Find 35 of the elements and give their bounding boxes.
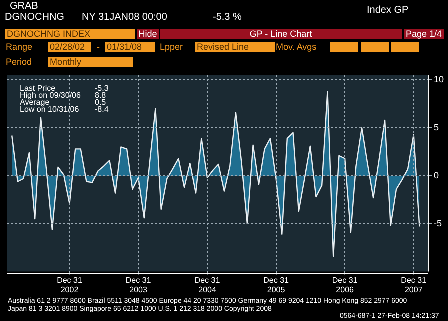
annotation: 0.5 xyxy=(95,98,106,107)
x-tick-label: Dec 31 2002 xyxy=(57,276,83,294)
text: NY 31JAN08 00:00 xyxy=(82,12,168,23)
annotation: Last Price xyxy=(20,84,56,93)
y-tick-label: -5 xyxy=(434,218,442,228)
text: GRAB xyxy=(10,1,38,12)
x-tick-label: Dec 31 2003 xyxy=(126,276,152,294)
x-tick-label: Dec 31 2005 xyxy=(264,276,290,294)
y-tick-label: 5 xyxy=(434,122,440,133)
text: Mov. Avgs xyxy=(276,42,317,53)
text: GP - Line Chart xyxy=(160,29,402,39)
x-tick-label: Dec 31 2007 xyxy=(401,276,428,294)
x-tick-label: Dec 31 2004 xyxy=(194,276,221,294)
text: Monthly xyxy=(48,57,133,67)
text: Period xyxy=(6,57,32,68)
text: 01/31/08 xyxy=(105,42,155,52)
text: Lpper xyxy=(160,42,184,53)
text: Index GP xyxy=(367,5,409,16)
annotation: 8.8 xyxy=(95,91,106,100)
annotation: -8.4 xyxy=(95,105,109,114)
annotation: Average xyxy=(20,98,50,107)
y-tick-label: 0 xyxy=(434,170,440,180)
text: - xyxy=(97,42,100,53)
text: Revised Line xyxy=(195,42,275,52)
text: Hide xyxy=(137,29,159,39)
text: Range xyxy=(6,42,33,53)
text: Page 1/4 xyxy=(404,29,444,39)
text: -5.3 % xyxy=(213,12,242,23)
annotation: High on 09/30/06 xyxy=(20,91,81,100)
x-tick-label: Dec 31 2006 xyxy=(332,276,358,294)
text: 02/28/02 xyxy=(48,42,91,52)
text: DGNOCHNG xyxy=(5,12,64,23)
annotation: -5.3 xyxy=(95,84,109,93)
y-tick-label: 10 xyxy=(434,74,444,85)
text: DGNOCHNG INDEX xyxy=(5,29,135,39)
